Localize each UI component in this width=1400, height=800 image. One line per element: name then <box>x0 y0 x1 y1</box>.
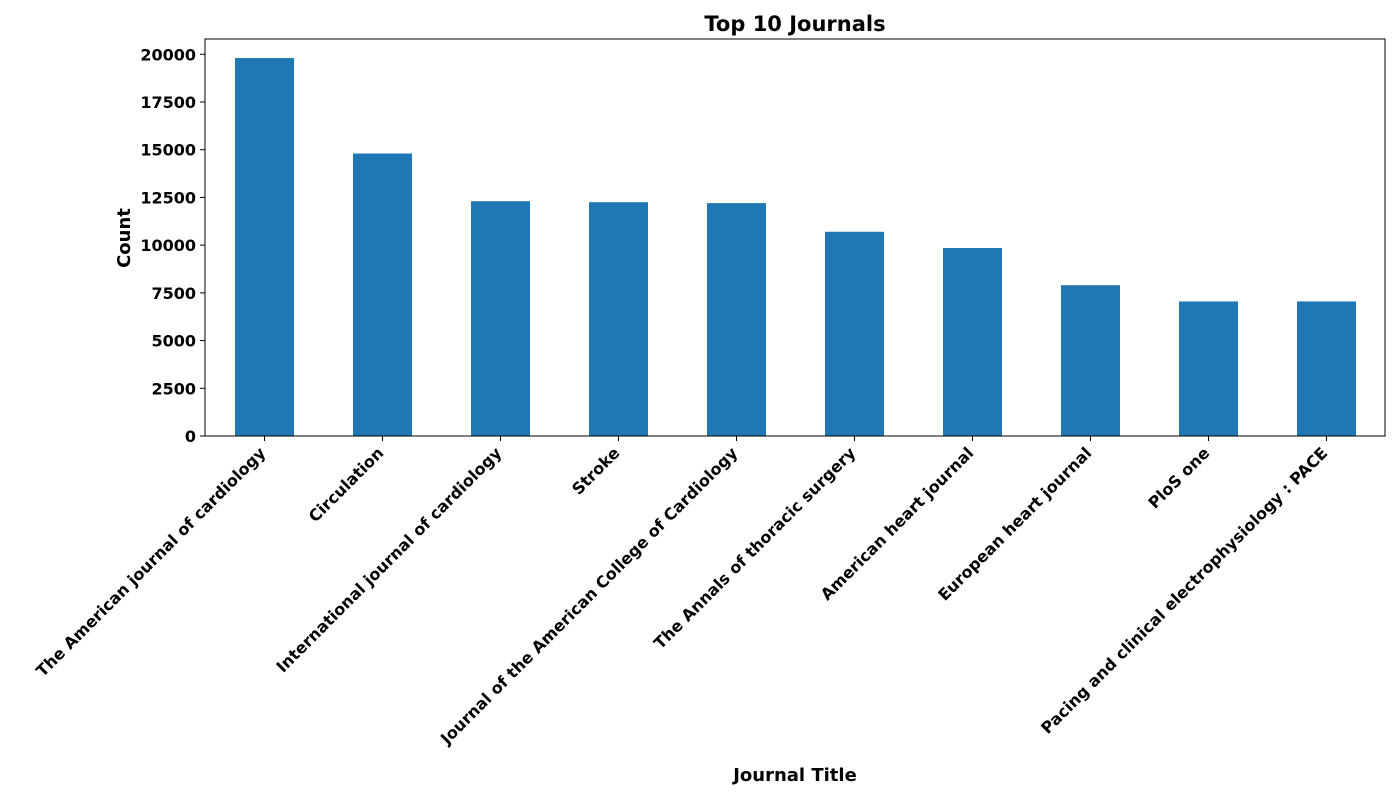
y-axis-label: Count <box>114 208 135 268</box>
x-tick-label: International journal of cardiology <box>272 443 505 676</box>
x-axis-ticks: The American journal of cardiology Circul… <box>32 436 1331 749</box>
bar-7 <box>943 247 1002 436</box>
bar-5 <box>707 203 766 436</box>
bar-8 <box>1061 285 1120 436</box>
y-axis-ticks: 0 2500 5000 7500 10000 12500 15000 17500 20000 <box>140 45 205 446</box>
bar-2 <box>353 153 412 436</box>
bar-3 <box>471 201 530 436</box>
x-tick-label: The American journal of cardiology <box>32 443 269 680</box>
bar-4 <box>589 202 648 436</box>
bar-10 <box>1297 301 1356 436</box>
bar-9 <box>1179 301 1238 436</box>
x-tick-label: The Annals of thoracic surgery <box>650 443 860 653</box>
chart-title: Top 10 Journals <box>704 12 885 36</box>
x-tick-label: Circulation <box>305 443 388 526</box>
bar-6 <box>825 231 884 436</box>
x-axis-label: Journal Title <box>731 765 857 786</box>
y-tick-label: 7500 <box>151 284 196 303</box>
y-tick-label: 15000 <box>140 141 196 160</box>
y-tick-label: 20000 <box>140 45 196 64</box>
y-tick-label: 12500 <box>140 188 196 207</box>
y-tick-label: 17500 <box>140 93 196 112</box>
bar-1 <box>235 58 294 436</box>
x-tick-label: PloS one <box>1144 443 1213 512</box>
y-tick-label: 2500 <box>151 379 196 398</box>
y-tick-label: 0 <box>185 427 196 446</box>
bars-group <box>235 58 1356 436</box>
y-tick-label: 5000 <box>151 332 196 351</box>
x-tick-label: Pacing and clinical electrophysiology : … <box>1037 443 1331 737</box>
x-tick-label: Stroke <box>568 443 623 498</box>
y-tick-label: 10000 <box>140 236 196 255</box>
plot-area-frame <box>204 38 1386 437</box>
